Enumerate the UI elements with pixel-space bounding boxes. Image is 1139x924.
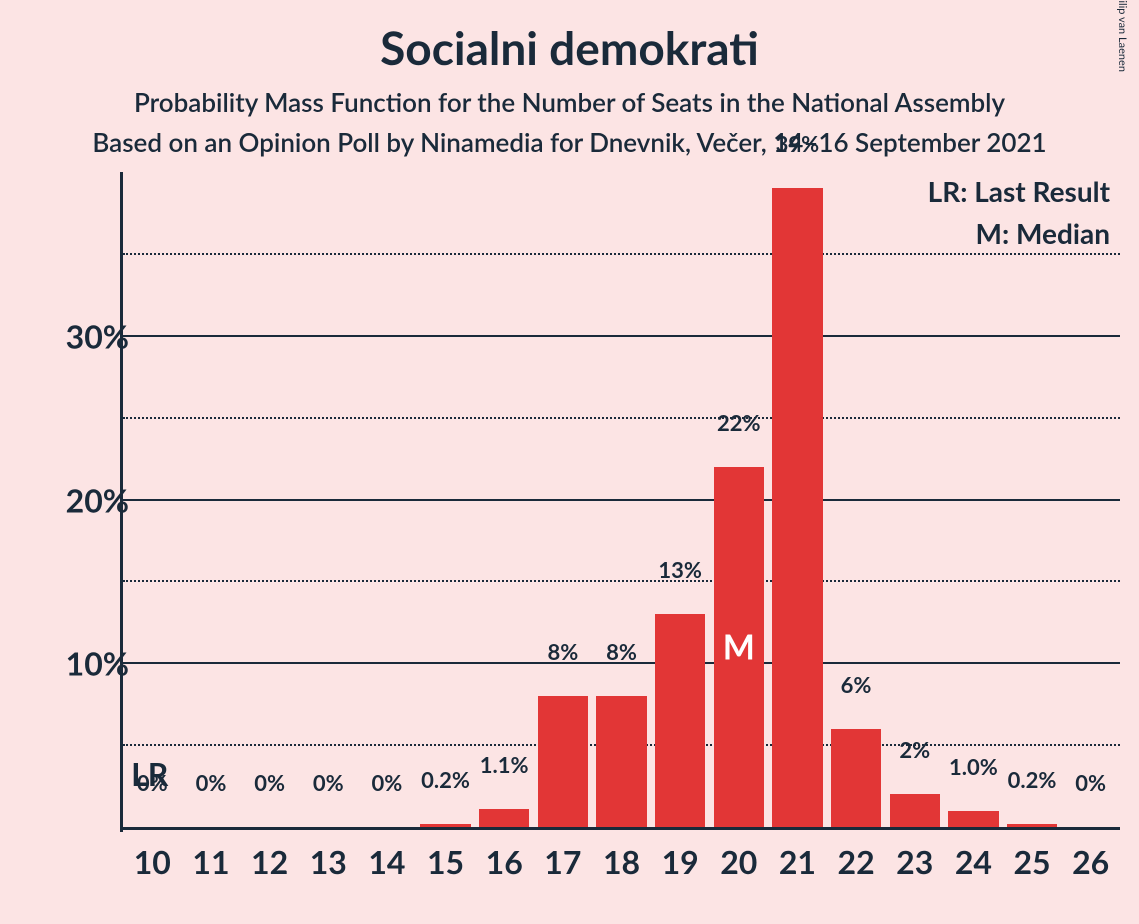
- bar-value-label: 6%: [831, 671, 881, 698]
- copyright-text: © 2021 Filip van Laenen: [1116, 0, 1129, 72]
- x-tick-label: 25: [1013, 842, 1050, 881]
- x-tick-label: 15: [427, 842, 464, 881]
- bar-value-label: 8%: [596, 638, 646, 665]
- bar: [890, 794, 940, 827]
- bar-slot: 13%: [655, 172, 705, 827]
- x-tick-label: 17: [544, 842, 581, 881]
- bar-slot: 6%: [831, 172, 881, 827]
- bar-slot: 2%: [890, 172, 940, 827]
- bar: [538, 696, 588, 827]
- bar-value-label: 0.2%: [420, 766, 470, 793]
- bar-value-label: 0.2%: [1007, 766, 1057, 793]
- bar-value-label: 8%: [538, 638, 588, 665]
- bar-value-label: 2%: [890, 736, 940, 763]
- x-tick-label: 20: [720, 842, 757, 881]
- y-tick-label: 30%: [66, 316, 129, 355]
- bar-slot: 8%: [538, 172, 588, 827]
- bar: [1007, 824, 1057, 827]
- y-tick-label: 20%: [66, 480, 129, 519]
- bar: [831, 729, 881, 827]
- x-tick-label: 11: [192, 842, 229, 881]
- bar-value-label: 0%: [186, 769, 236, 796]
- bar-slot: 0%: [186, 172, 236, 827]
- x-axis-line: [120, 827, 1120, 830]
- median-marker: M: [714, 626, 764, 667]
- bar-value-label: 0%: [1065, 769, 1115, 796]
- chart-subtitle-2: Based on an Opinion Poll by Ninamedia fo…: [0, 126, 1139, 158]
- x-tick-label: 13: [310, 842, 347, 881]
- bar: [596, 696, 646, 827]
- plot-area: LR: Last Result M: Median 0%LR100%110%12…: [120, 172, 1120, 827]
- x-tick-label: 22: [838, 842, 875, 881]
- x-tick-label: 14: [368, 842, 405, 881]
- bar-value-label: 39%: [772, 130, 822, 157]
- x-tick-label: 24: [955, 842, 992, 881]
- x-tick-label: 19: [662, 842, 699, 881]
- bar-slot: 0%LR: [127, 172, 177, 827]
- bar-slot: 0%: [362, 172, 412, 827]
- bar-slot: 39%: [772, 172, 822, 827]
- bar-slot: 8%: [596, 172, 646, 827]
- bar-value-label: 1.1%: [479, 751, 529, 778]
- bar: [420, 824, 470, 827]
- bar-value-label: 0%: [303, 769, 353, 796]
- chart-title: Socialni demokrati: [0, 20, 1139, 75]
- bar-slot: 0%: [1065, 172, 1115, 827]
- bar-value-label: 1.0%: [948, 753, 998, 780]
- x-tick-label: 16: [486, 842, 523, 881]
- bar-value-label: 22%: [714, 409, 764, 436]
- bar: [772, 188, 822, 827]
- bar-slot: 22% M: [714, 172, 764, 827]
- x-tick-label: 12: [251, 842, 288, 881]
- x-tick-label: 18: [603, 842, 640, 881]
- chart-container: Socialni demokrati Probability Mass Func…: [0, 0, 1139, 924]
- bar-slot: 1.1%: [479, 172, 529, 827]
- x-tick-label: 21: [779, 842, 816, 881]
- lr-marker: LR: [131, 754, 168, 793]
- bar-slot: 0%: [244, 172, 294, 827]
- x-tick-label: 26: [1072, 842, 1109, 881]
- bar-value-label: 13%: [655, 556, 705, 583]
- bar: [655, 614, 705, 827]
- x-tick-label: 10: [134, 842, 171, 881]
- bar-value-label: 0%: [362, 769, 412, 796]
- bar-slot: 0.2%: [1007, 172, 1057, 827]
- x-tick-label: 23: [896, 842, 933, 881]
- bar-slot: 1.0%: [948, 172, 998, 827]
- y-tick-label: 10%: [66, 644, 129, 683]
- bar-slot: 0.2%: [420, 172, 470, 827]
- bar-value-label: 0%: [244, 769, 294, 796]
- bar-slot: 0%: [303, 172, 353, 827]
- bar: [948, 811, 998, 827]
- bar: [479, 809, 529, 827]
- chart-subtitle-1: Probability Mass Function for the Number…: [0, 86, 1139, 118]
